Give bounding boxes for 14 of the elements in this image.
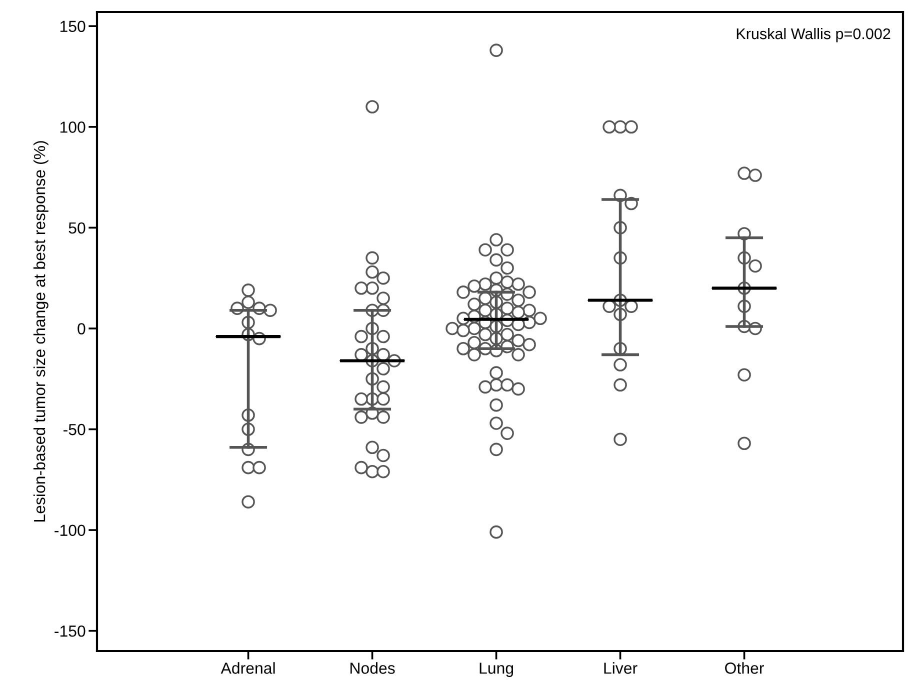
y-axis-title: Lesion-based tumor size change at best response (%) <box>33 141 48 522</box>
x-tick-label: Other <box>725 662 764 674</box>
y-tick-label: 150 <box>60 20 86 32</box>
y-tick-label: 50 <box>68 222 86 234</box>
x-tick-label: Liver <box>604 662 638 674</box>
x-tick-label: Lung <box>480 662 514 677</box>
y-tick-label: -50 <box>64 424 86 436</box>
y-tick-label: -100 <box>54 524 86 536</box>
x-tick-label: Nodes <box>350 662 395 674</box>
annotation: Kruskal Wallis p=0.002 <box>736 28 890 42</box>
y-tick-label: -150 <box>54 625 86 637</box>
y-tick-label: 0 <box>78 323 86 334</box>
y-tick-label: 100 <box>60 122 86 133</box>
x-tick-label: Adrenal <box>220 662 275 674</box>
